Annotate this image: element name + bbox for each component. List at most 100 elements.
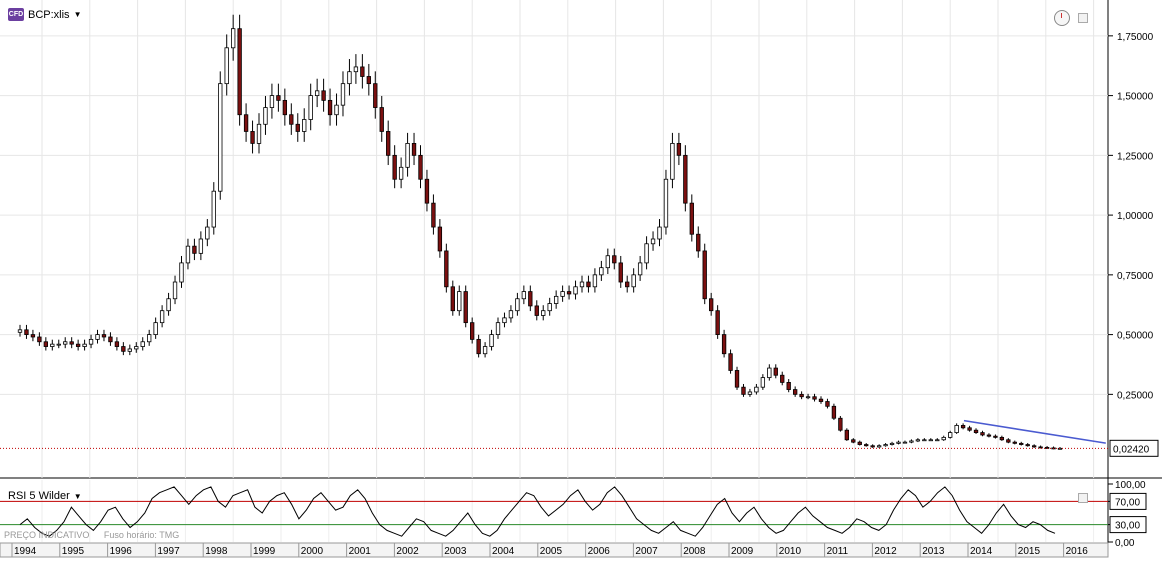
candle-body bbox=[670, 142, 675, 180]
symbol-selector[interactable]: BCP:xlis bbox=[28, 8, 70, 21]
year-label: 2004 bbox=[492, 546, 515, 557]
candle-body bbox=[986, 434, 992, 437]
rsi-restore-icon[interactable] bbox=[1078, 493, 1088, 503]
candle-body bbox=[211, 190, 216, 228]
candle-body bbox=[1031, 445, 1037, 448]
candle-body bbox=[1038, 446, 1043, 449]
candle-body bbox=[896, 441, 901, 444]
candle-body bbox=[534, 305, 539, 316]
candle-body bbox=[172, 281, 178, 300]
candle-body bbox=[993, 435, 998, 438]
candle-body bbox=[224, 47, 229, 85]
candle-body bbox=[870, 445, 875, 448]
year-label: 2013 bbox=[922, 546, 945, 557]
candle-body bbox=[424, 178, 430, 204]
year-label: 2000 bbox=[301, 546, 324, 557]
candle-body bbox=[941, 436, 946, 441]
candle-body bbox=[780, 374, 785, 383]
rsi-tick-label: 30,00 bbox=[1115, 521, 1140, 532]
candle-body bbox=[250, 131, 255, 144]
candle-body bbox=[218, 83, 223, 192]
candle-body bbox=[340, 83, 346, 106]
candle-body bbox=[838, 417, 843, 431]
candle-body bbox=[463, 291, 468, 324]
price-tick-label: 0,50000 bbox=[1117, 331, 1154, 342]
candle-body bbox=[24, 329, 29, 336]
candle-body bbox=[618, 262, 623, 283]
candle-body bbox=[243, 114, 249, 132]
chevron-down-icon[interactable]: ▼ bbox=[73, 491, 82, 501]
candle-body bbox=[482, 346, 488, 355]
candle-body bbox=[889, 442, 895, 445]
restore-icon[interactable] bbox=[1078, 13, 1088, 23]
year-label: 2015 bbox=[1018, 546, 1041, 557]
candle-body bbox=[282, 99, 288, 116]
candle-body bbox=[153, 322, 158, 335]
candle-body bbox=[147, 334, 152, 343]
candle-body bbox=[134, 346, 139, 350]
candle-body bbox=[876, 445, 882, 448]
clock-icon[interactable] bbox=[1054, 10, 1070, 26]
candle-body bbox=[528, 291, 533, 307]
candle-body bbox=[30, 334, 36, 338]
candle-body bbox=[444, 250, 449, 288]
year-label: 2012 bbox=[874, 546, 897, 557]
candle-body bbox=[663, 178, 669, 228]
candle-body bbox=[185, 245, 191, 264]
candle-body bbox=[263, 107, 268, 125]
year-label: 1994 bbox=[14, 546, 37, 557]
chart-header: CFD BCP:xlis ▼ bbox=[8, 8, 81, 21]
candle-body bbox=[999, 436, 1005, 441]
rsi-line bbox=[19, 486, 1056, 537]
candle-body bbox=[812, 396, 817, 400]
year-label: 2009 bbox=[731, 546, 754, 557]
year-label: 1995 bbox=[62, 546, 85, 557]
candle-body bbox=[825, 401, 830, 407]
candle-body bbox=[256, 123, 262, 144]
candle-body bbox=[63, 341, 68, 345]
candle-body bbox=[508, 310, 514, 319]
candle-body bbox=[734, 370, 740, 388]
candle-body bbox=[573, 286, 578, 295]
candle-body bbox=[75, 343, 81, 347]
last-price-box bbox=[1109, 439, 1159, 457]
chevron-down-icon[interactable]: ▼ bbox=[73, 10, 82, 19]
candle-body bbox=[657, 226, 662, 240]
candle-body bbox=[295, 123, 300, 132]
candle-body bbox=[392, 154, 397, 180]
candle-body bbox=[405, 142, 410, 168]
candle-body bbox=[967, 427, 972, 431]
year-label: 2003 bbox=[444, 546, 467, 557]
candle-body bbox=[411, 142, 417, 156]
candle-body bbox=[954, 425, 959, 433]
candle-body bbox=[17, 329, 23, 333]
candle-body bbox=[644, 243, 649, 264]
candle-body bbox=[114, 341, 120, 347]
candle-body bbox=[347, 71, 352, 85]
candle-body bbox=[883, 444, 888, 447]
candle-body bbox=[308, 95, 313, 120]
year-label: 2005 bbox=[540, 546, 563, 557]
candle-body bbox=[476, 338, 481, 355]
year-label: 2016 bbox=[1066, 546, 1089, 557]
candle-body bbox=[948, 432, 953, 438]
rsi-header: RSI 5 Wilder ▼ bbox=[8, 490, 82, 502]
candle-body bbox=[592, 274, 598, 288]
candle-body bbox=[760, 377, 766, 388]
candle-body bbox=[1019, 442, 1024, 445]
last-price-label: 0,02420 bbox=[1113, 444, 1150, 455]
rsi-tick-label: 100,00 bbox=[1115, 480, 1146, 491]
candle-body bbox=[960, 425, 966, 429]
candle-body bbox=[980, 432, 985, 436]
candle-body bbox=[50, 343, 55, 347]
candle-body bbox=[502, 317, 507, 324]
price-tick-label: 0,25000 bbox=[1117, 390, 1154, 401]
timezone-label: Fuso horário: TMG bbox=[103, 530, 180, 540]
candle-body bbox=[851, 439, 856, 443]
candle-body bbox=[767, 367, 772, 379]
candle-body bbox=[418, 154, 423, 180]
chart-footer: PREÇO INDICATIVO Fuso horário: TMG bbox=[4, 530, 191, 540]
candle-body bbox=[179, 262, 184, 283]
candle-body bbox=[431, 202, 436, 228]
